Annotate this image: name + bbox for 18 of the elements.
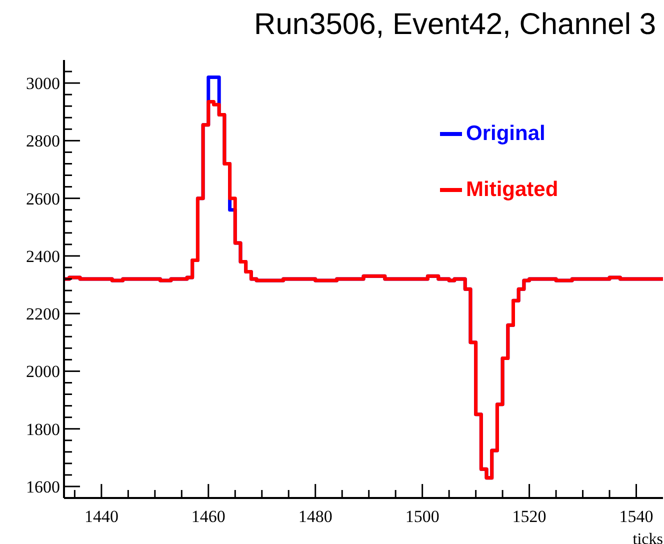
x-axis-title: ticks	[632, 531, 663, 544]
x-tick-label: 1500	[405, 507, 440, 526]
y-tick-label: 2000	[26, 362, 60, 382]
y-tick-label: 1800	[26, 420, 60, 439]
y-tick-label: 2800	[26, 132, 60, 151]
x-tick-label: 1540	[619, 507, 654, 526]
x-tick-label: 1520	[512, 507, 546, 526]
chart-title: Run3506, Event42, Channel 3	[253, 8, 657, 42]
x-tick-label: 1480	[298, 507, 332, 526]
legend-label: Original	[466, 122, 546, 146]
legend-label: Mitigated	[466, 178, 558, 202]
y-tick-label: 3000	[26, 74, 60, 94]
y-tick-label: 2400	[26, 246, 60, 266]
y-tick-label: 2200	[26, 304, 60, 324]
x-tick-label: 1440	[84, 507, 118, 526]
y-tick-label: 1600	[26, 477, 60, 496]
y-tick-label: 2600	[26, 189, 60, 208]
x-tick-label: 1460	[191, 507, 226, 526]
